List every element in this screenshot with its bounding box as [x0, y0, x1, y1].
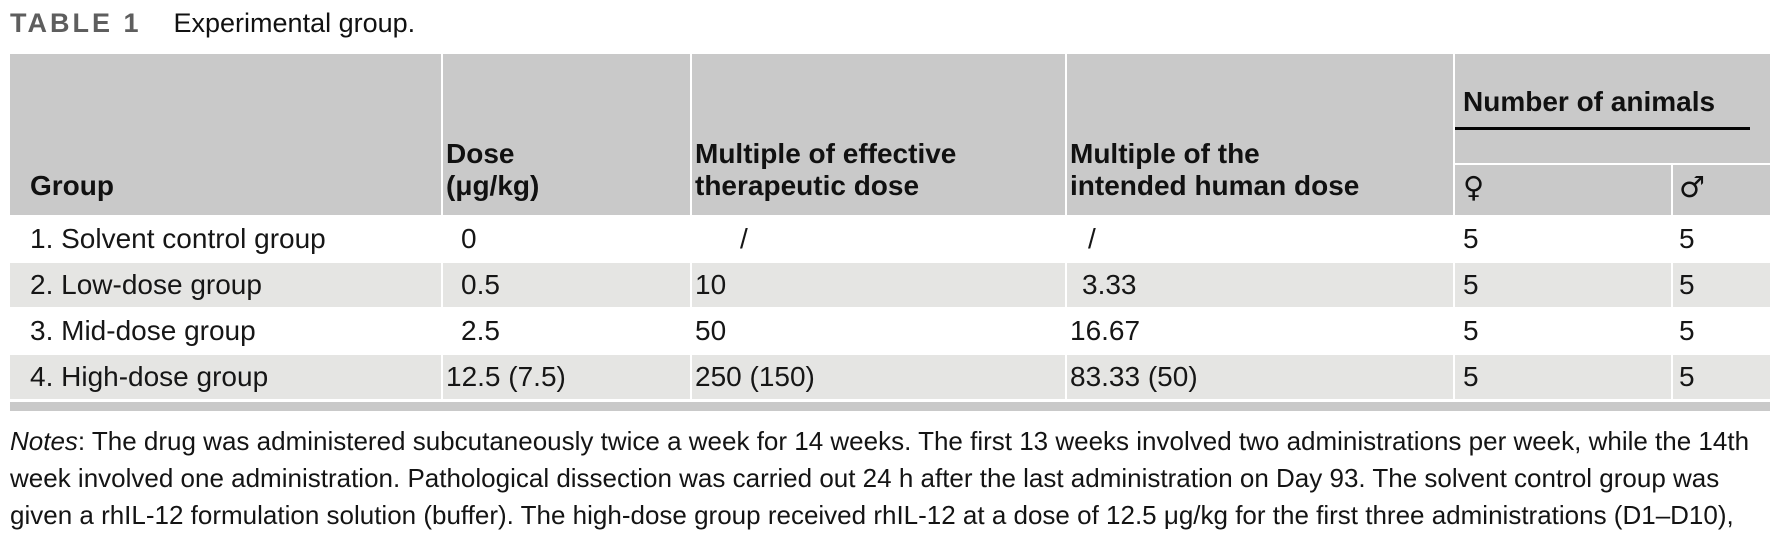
cell-female-count: 5 [1455, 308, 1671, 353]
cell-dose: 0.5 [443, 262, 690, 307]
table-row: 1. Solvent control group 0 / / 5 5 [10, 216, 1770, 261]
col-header-female-icon: ♀ [1455, 164, 1671, 215]
cell-male-count: 5 [1673, 354, 1770, 399]
cell-group: 2. Low-dose group [10, 262, 441, 307]
cell-dose: 2.5 [443, 308, 690, 353]
col-header-effective-dose: Multiple of effective therapeutic dose [692, 54, 1065, 215]
number-of-animals-label: Number of animals [1455, 86, 1750, 131]
cell-effective-multiple: / [692, 216, 1065, 261]
table-notes: Notes: The drug was administered subcuta… [10, 423, 1774, 536]
cell-male-count: 5 [1673, 308, 1770, 353]
header-row-top: Group Dose (μg/kg) Multiple of effective… [10, 54, 1770, 215]
col-header-dose: Dose (μg/kg) [443, 54, 690, 215]
cell-group: 3. Mid-dose group [10, 308, 441, 353]
cell-male-count: 5 [1673, 262, 1770, 307]
notes-label: Notes [10, 425, 78, 456]
cell-human-multiple: 83.33 (50) [1067, 354, 1453, 399]
cell-group: 4. High-dose group [10, 354, 441, 399]
cell-human-multiple: 3.33 [1067, 262, 1453, 307]
table-title: TABLE 1 Experimental group. [10, 8, 1772, 42]
cell-effective-multiple: 10 [692, 262, 1065, 307]
table-row: 3. Mid-dose group 2.5 50 16.67 5 5 [10, 308, 1770, 353]
cell-female-count: 5 [1455, 354, 1671, 399]
cell-dose: 0 [443, 216, 690, 261]
cell-effective-multiple: 50 [692, 308, 1065, 353]
col-header-human-dose: Multiple of the intended human dose [1067, 54, 1453, 215]
cell-group: 1. Solvent control group [10, 216, 441, 261]
col-header-group: Group [10, 54, 441, 215]
col-header-number-of-animals: Number of animals [1455, 54, 1770, 163]
cell-female-count: 5 [1455, 216, 1671, 261]
table-caption: Experimental group. [173, 8, 416, 38]
cell-human-multiple: 16.67 [1067, 308, 1453, 353]
table-header: Group Dose (μg/kg) Multiple of effective… [10, 54, 1770, 215]
notes-text: : The drug was administered subcutaneous… [10, 425, 1750, 530]
col-header-male-icon: ♂ [1673, 164, 1770, 215]
table-row: 4. High-dose group 12.5 (7.5) 250 (150) … [10, 354, 1770, 399]
cell-effective-multiple: 250 (150) [692, 354, 1065, 399]
cell-dose: 12.5 (7.5) [443, 354, 690, 399]
header-row-sub: ♀ ♂ [10, 164, 1770, 215]
experimental-group-table: Group Dose (μg/kg) Multiple of effective… [8, 52, 1772, 401]
table-body: 1. Solvent control group 0 / / 5 5 2. Lo… [10, 216, 1770, 399]
table-bottom-rule [10, 401, 1770, 411]
cell-human-multiple: / [1067, 216, 1453, 261]
cell-male-count: 5 [1673, 216, 1770, 261]
table-number-label: TABLE 1 [10, 8, 142, 38]
table-row: 2. Low-dose group 0.5 10 3.33 5 5 [10, 262, 1770, 307]
cell-female-count: 5 [1455, 262, 1671, 307]
